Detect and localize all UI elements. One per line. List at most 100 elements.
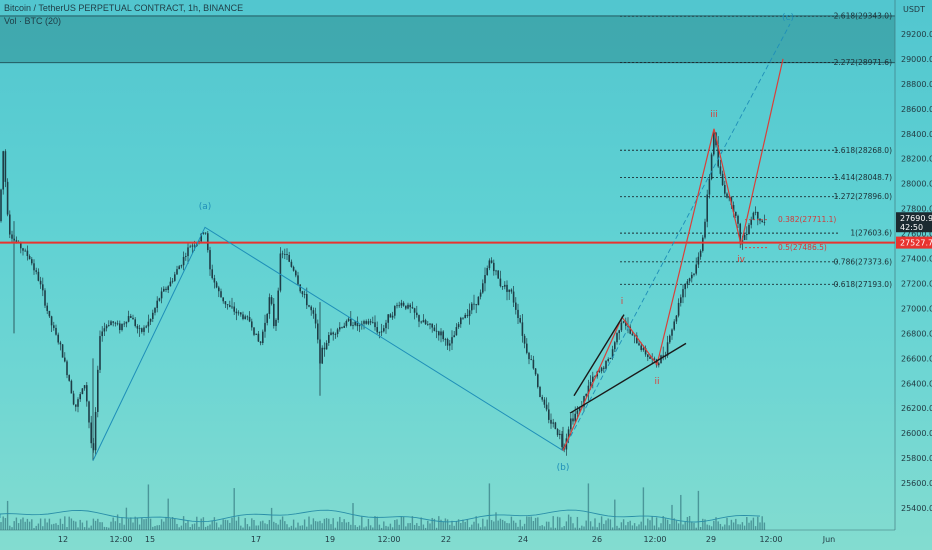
candle-body bbox=[61, 344, 64, 358]
candle-body bbox=[497, 270, 499, 279]
candle-body bbox=[631, 333, 634, 336]
volume-bar bbox=[600, 516, 603, 530]
volume-bar bbox=[631, 525, 634, 530]
volume-bar bbox=[642, 487, 645, 530]
candle-body bbox=[158, 298, 161, 301]
candle-body bbox=[112, 321, 114, 323]
candle-body bbox=[446, 339, 449, 346]
candle-body bbox=[325, 342, 328, 350]
candle-body bbox=[640, 345, 642, 350]
volume-bar bbox=[352, 503, 354, 530]
candle-body bbox=[660, 355, 662, 364]
wave-label-i: i bbox=[621, 297, 624, 307]
candle-body bbox=[633, 335, 636, 337]
candle-body bbox=[312, 310, 315, 314]
volume-bar bbox=[75, 521, 77, 530]
volume-bar bbox=[636, 526, 638, 530]
candle-body bbox=[737, 215, 739, 224]
volume-bar bbox=[306, 526, 308, 530]
candle-body bbox=[343, 325, 345, 328]
volume-ma-line bbox=[0, 509, 761, 523]
candle-body bbox=[182, 256, 185, 266]
volume-bar bbox=[464, 521, 466, 530]
candle-body bbox=[424, 320, 427, 325]
candle-body bbox=[409, 304, 411, 308]
volume-bar bbox=[369, 525, 372, 530]
volume-bar bbox=[572, 523, 574, 530]
candle-body bbox=[543, 399, 546, 405]
candle-body bbox=[215, 282, 218, 288]
candle-body bbox=[512, 291, 515, 303]
volume-bar bbox=[515, 522, 517, 530]
volume-bar bbox=[537, 517, 539, 530]
volume-bar bbox=[695, 527, 697, 530]
candle-body bbox=[350, 318, 352, 326]
candle-body bbox=[352, 325, 354, 326]
candle-body bbox=[475, 304, 477, 306]
volume-bar bbox=[154, 526, 156, 530]
volume-bar bbox=[299, 525, 301, 530]
volume-bar bbox=[451, 520, 453, 530]
time-tick-label: 17 bbox=[251, 535, 261, 544]
candle-body bbox=[328, 334, 330, 343]
volume-bar bbox=[81, 522, 84, 530]
volume-bar bbox=[581, 525, 583, 530]
candle-body bbox=[653, 358, 656, 360]
volume-bar bbox=[391, 527, 394, 530]
volume-bar bbox=[341, 522, 343, 530]
volume-bar bbox=[504, 521, 506, 530]
candle-body bbox=[695, 264, 697, 274]
candle-body bbox=[224, 301, 227, 305]
volume-bar bbox=[605, 520, 607, 530]
candle-body bbox=[477, 296, 480, 306]
volume-bar bbox=[288, 527, 290, 530]
candle-body bbox=[211, 269, 213, 279]
volume-bar bbox=[231, 517, 233, 530]
volume-bar bbox=[185, 523, 187, 530]
candle-body bbox=[592, 376, 594, 382]
volume-bar bbox=[110, 521, 112, 530]
candle-body bbox=[176, 269, 178, 275]
volume-bar bbox=[484, 526, 486, 530]
volume-bar bbox=[147, 484, 150, 530]
candle-body bbox=[682, 289, 684, 298]
volume-bar bbox=[462, 519, 464, 530]
volume-bar bbox=[528, 516, 530, 530]
candle-body bbox=[394, 306, 396, 316]
volume-bar bbox=[407, 523, 409, 530]
candle-body bbox=[748, 224, 750, 235]
volume-bar bbox=[479, 527, 482, 530]
volume-bar bbox=[706, 524, 708, 530]
volume-bar bbox=[710, 526, 713, 530]
volume-bar bbox=[99, 522, 101, 530]
candle-body bbox=[688, 278, 691, 282]
candle-body bbox=[365, 321, 367, 324]
candle-body bbox=[48, 310, 51, 317]
volume-bar bbox=[497, 520, 499, 530]
volume-bar bbox=[319, 520, 321, 530]
volume-bar bbox=[270, 507, 273, 530]
candle-body bbox=[398, 305, 400, 307]
candle-body bbox=[55, 327, 57, 335]
support-price-badge bbox=[896, 236, 932, 249]
candle-body bbox=[528, 352, 530, 360]
volume-bar bbox=[466, 518, 469, 530]
candle-body bbox=[589, 381, 592, 386]
volume-bar bbox=[570, 516, 572, 530]
candle-body bbox=[79, 394, 81, 400]
time-tick-label: 12:00 bbox=[109, 535, 132, 544]
volume-bar bbox=[211, 520, 213, 530]
candle-body bbox=[77, 399, 79, 407]
volume-bar bbox=[376, 516, 378, 530]
volume-bar bbox=[724, 524, 726, 530]
volume-bar bbox=[303, 519, 306, 530]
candle-body bbox=[141, 328, 143, 332]
candle-body bbox=[246, 316, 249, 318]
volume-bar bbox=[629, 520, 631, 530]
candle-body bbox=[466, 314, 469, 317]
volume-bar bbox=[486, 519, 488, 530]
volume-bar bbox=[125, 507, 128, 530]
candle-body bbox=[429, 323, 431, 325]
